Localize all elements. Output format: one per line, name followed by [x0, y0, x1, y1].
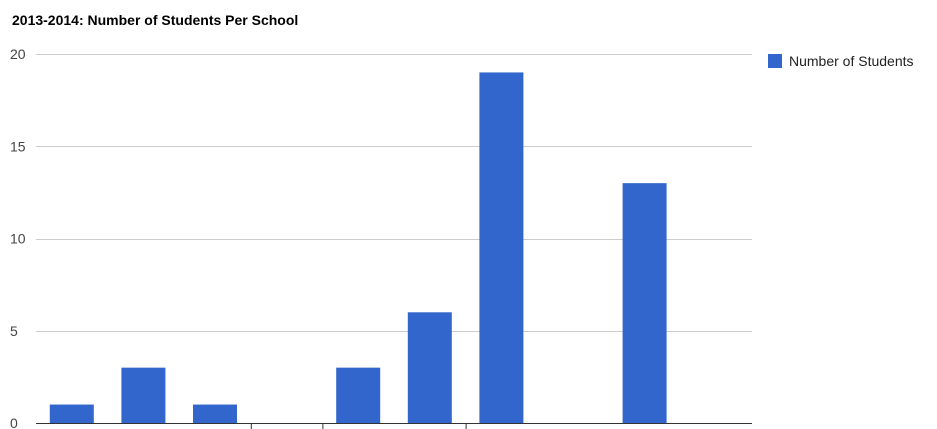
bar — [622, 183, 667, 423]
bar — [407, 312, 452, 423]
chart-title: 2013-2014: Number of Students Per School — [12, 12, 299, 28]
y-tick-label: 20 — [10, 46, 26, 62]
y-tick-label: 0 — [10, 415, 18, 429]
legend: Number of Students — [768, 53, 914, 69]
bar — [121, 367, 166, 423]
y-tick-label: 15 — [10, 138, 26, 154]
y-tick-label: 5 — [10, 323, 18, 339]
legend-swatch — [768, 54, 782, 68]
y-tick-label: 10 — [10, 231, 26, 247]
bar — [193, 404, 237, 423]
bar — [479, 72, 524, 423]
legend-label: Number of Students — [789, 53, 914, 69]
bar — [336, 367, 381, 423]
bar — [49, 404, 94, 423]
